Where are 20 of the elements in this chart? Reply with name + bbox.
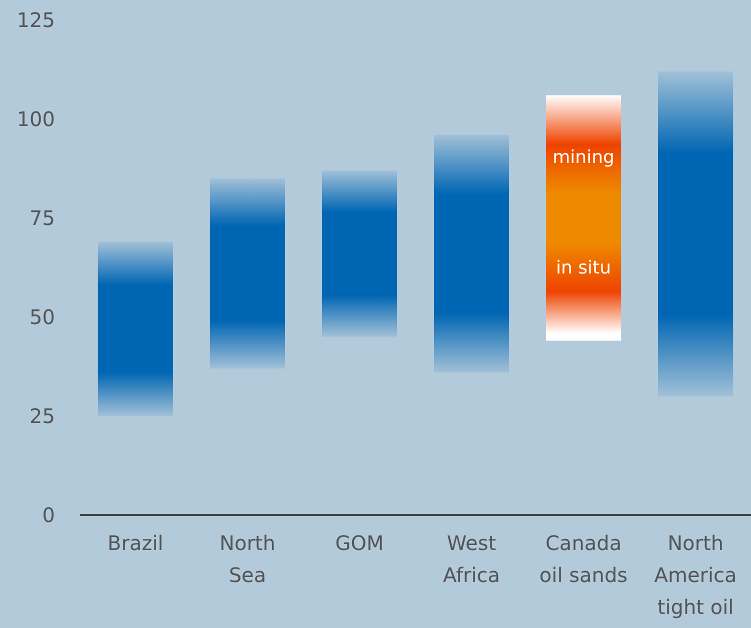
y-tick-label: 100 (16, 107, 55, 131)
x-tick-label: GOM (335, 531, 384, 555)
y-tick-label: 75 (30, 206, 55, 230)
y-tick-label: 125 (16, 8, 55, 32)
annotation: mining (552, 146, 614, 168)
bar (210, 178, 285, 368)
x-tick-label: West Africa (442, 531, 500, 587)
y-tick-label: 0 (42, 503, 55, 527)
bar (434, 134, 510, 372)
annotation: in situ (556, 257, 612, 278)
y-tick-label: 25 (30, 404, 55, 428)
x-tick-label: North America tight oil (654, 531, 737, 619)
bar (322, 170, 398, 337)
bar (546, 95, 622, 341)
bar (658, 71, 734, 396)
bar (98, 242, 173, 416)
x-tick-label: Brazil (108, 531, 164, 555)
x-tick-label: North Sea (220, 531, 276, 587)
y-tick-label: 50 (30, 305, 55, 329)
x-tick-label: Canada oil sands (539, 531, 628, 587)
